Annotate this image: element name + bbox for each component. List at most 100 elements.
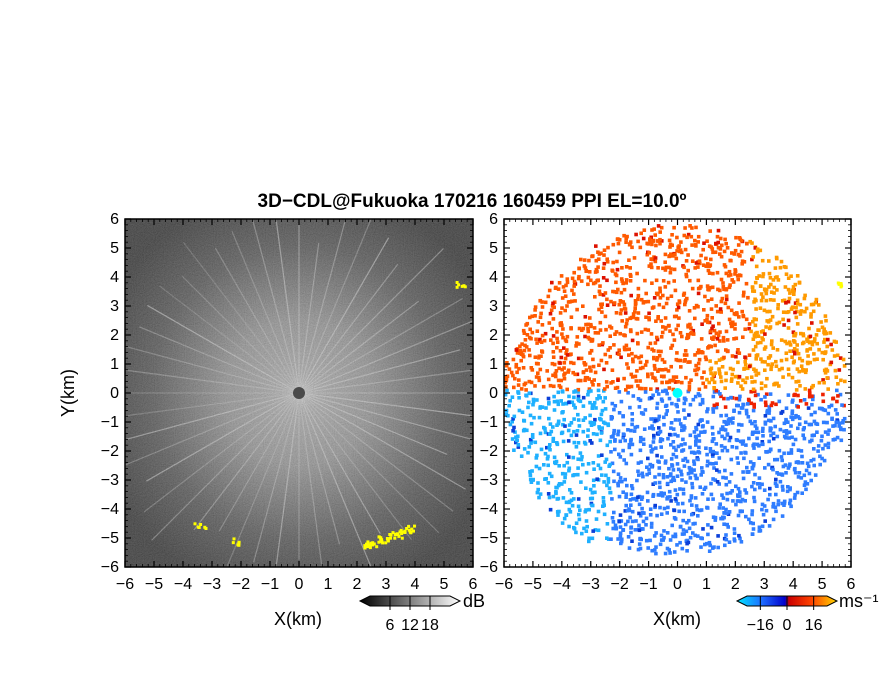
velocity-pixel [678, 524, 683, 529]
velocity-pixel [826, 387, 830, 391]
velocity-pixel [613, 404, 618, 408]
velocity-pixel [595, 432, 599, 437]
velocity-y-tick-label: −5 [480, 530, 498, 547]
reflectivity-y-tick-label: 5 [110, 240, 119, 257]
velocity-pixel [726, 525, 730, 529]
velocity-pixel [616, 287, 620, 292]
reflectivity-colorbar-tick-label: 6 [386, 617, 395, 634]
velocity-pixel [820, 325, 825, 330]
reflectivity-echo [455, 285, 459, 289]
velocity-pixel [795, 298, 800, 303]
velocity-pixel [622, 302, 627, 307]
velocity-pixel [646, 374, 650, 379]
velocity-pixel [624, 240, 628, 244]
velocity-pixel [757, 529, 762, 533]
velocity-pixel [670, 343, 675, 348]
velocity-pixel [728, 435, 733, 440]
velocity-pixel [596, 257, 601, 261]
reflectivity-echo [391, 531, 395, 535]
velocity-pixel [572, 417, 576, 421]
velocity-pixel [669, 499, 673, 503]
velocity-pixel [777, 367, 782, 372]
velocity-pixel [773, 457, 777, 462]
velocity-pixel [524, 345, 529, 349]
velocity-pixel [616, 237, 620, 241]
velocity-pixel [772, 298, 776, 302]
velocity-pixel [821, 407, 826, 412]
velocity-pixel [732, 527, 737, 531]
velocity-pixel [667, 238, 672, 243]
velocity-pixel [660, 357, 665, 362]
velocity-pixel [579, 257, 583, 262]
velocity-pixel [749, 375, 754, 379]
velocity-pixel [750, 285, 755, 289]
velocity-pixel [705, 463, 710, 468]
velocity-pixel [769, 342, 774, 347]
velocity-pixel [635, 424, 640, 429]
velocity-pixel [565, 277, 570, 281]
velocity-pixel [743, 327, 747, 331]
velocity-pixel [759, 357, 763, 361]
velocity-pixel [717, 482, 721, 486]
velocity-pixel [519, 454, 524, 458]
velocity-pixel [734, 336, 739, 341]
velocity-pixel [628, 266, 632, 270]
velocity-pixel [649, 387, 653, 391]
velocity-pixel [763, 400, 768, 405]
velocity-y-tick-label: −3 [480, 472, 498, 489]
velocity-pixel [560, 471, 565, 476]
velocity-pixel [747, 517, 751, 522]
velocity-pixel [696, 366, 701, 371]
velocity-pixel [810, 438, 814, 443]
velocity-pixel [577, 274, 581, 279]
velocity-pixel [643, 386, 648, 391]
velocity-pixel [690, 243, 694, 247]
velocity-pixel [779, 338, 784, 342]
velocity-pixel [749, 389, 753, 394]
reflectivity-echo [389, 536, 392, 540]
velocity-pixel [793, 470, 798, 475]
velocity-pixel [706, 299, 710, 303]
velocity-pixel [612, 301, 617, 305]
velocity-pixel [574, 521, 579, 525]
velocity-pixel [685, 235, 689, 240]
velocity-pixel [823, 371, 828, 375]
velocity-pixel [724, 371, 728, 376]
velocity-pixel [789, 415, 793, 419]
velocity-pixel [602, 367, 606, 372]
velocity-pixel [504, 363, 509, 368]
velocity-pixel [539, 447, 544, 452]
velocity-pixel [603, 407, 608, 411]
velocity-pixel [701, 263, 706, 267]
velocity-pixel [743, 380, 748, 385]
velocity-pixel [662, 529, 666, 533]
velocity-pixel [566, 439, 571, 443]
velocity-pixel [648, 462, 653, 467]
velocity-pixel [674, 375, 679, 379]
velocity-pixel [643, 327, 648, 332]
velocity-pixel [711, 250, 715, 255]
velocity-pixel [736, 493, 740, 497]
velocity-pixel [790, 409, 795, 413]
velocity-pixel [679, 250, 684, 255]
velocity-pixel [771, 517, 776, 522]
velocity-pixel [657, 354, 662, 358]
velocity-pixel [577, 398, 581, 403]
velocity-pixel [690, 481, 694, 486]
velocity-pixel [537, 415, 542, 420]
velocity-pixel [707, 271, 712, 275]
velocity-pixel [785, 489, 790, 494]
velocity-pixel [752, 402, 756, 407]
velocity-pixel [708, 329, 713, 333]
chart-title: 3D−CDL@Fukuoka 170216 160459 PPI EL=10.0… [258, 191, 687, 212]
velocity-pixel [753, 420, 757, 424]
velocity-pixel [643, 278, 647, 283]
velocity-pixel [773, 505, 778, 510]
velocity-pixel [644, 291, 648, 296]
velocity-pixel [587, 539, 591, 544]
velocity-pixel [539, 354, 543, 358]
velocity-pixel [628, 328, 633, 332]
velocity-pixel [636, 461, 641, 465]
velocity-pixel [728, 283, 732, 287]
velocity-pixel [782, 421, 787, 426]
